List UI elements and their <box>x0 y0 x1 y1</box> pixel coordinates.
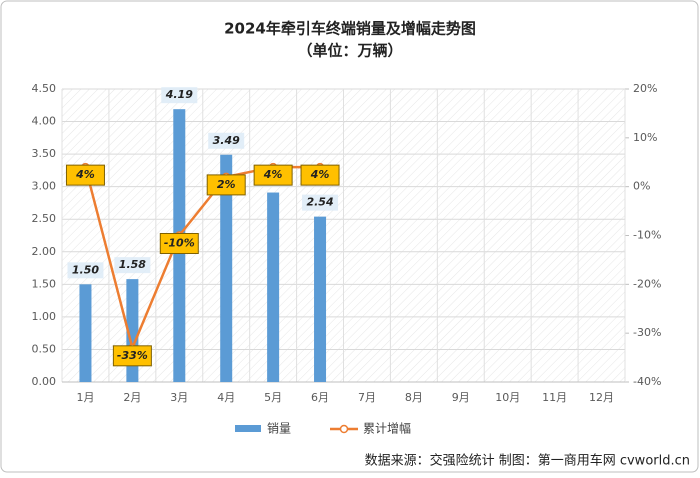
bar-label-bg <box>302 194 339 211</box>
y2-tick-label: 10% <box>633 131 657 144</box>
y-tick-label: 1.50 <box>32 277 57 290</box>
y2-tick-label: 20% <box>633 82 657 95</box>
y-tick-label: 0.50 <box>32 342 57 355</box>
bar-label-bg <box>208 132 245 149</box>
x-tick-label: 2月 <box>123 391 141 404</box>
x-tick-label: 6月 <box>311 391 329 404</box>
line-label: -33% <box>117 349 148 362</box>
x-tick-label: 3月 <box>170 391 188 404</box>
x-tick-label: 4月 <box>217 391 235 404</box>
bar <box>267 192 280 382</box>
y-tick-label: 3.50 <box>32 147 57 160</box>
x-tick-label: 7月 <box>358 391 376 404</box>
y-tick-label: 0.00 <box>32 375 57 388</box>
y2-tick-label: -40% <box>633 375 661 388</box>
line-label: 4% <box>310 168 330 181</box>
y-tick-label: 4.00 <box>32 115 57 128</box>
line-label: -10% <box>164 237 195 250</box>
line-label: 4% <box>75 168 95 181</box>
x-tick-label: 8月 <box>405 391 423 404</box>
bar-label: 1.50 <box>72 263 99 276</box>
line-label-bg <box>206 174 246 196</box>
source: 数据来源：交强险统计 制图：第一商用车网 cvworld.cn <box>365 453 690 469</box>
line-label-bg <box>300 164 340 186</box>
x-tick-label: 9月 <box>452 391 470 404</box>
legend-marker <box>339 424 349 434</box>
x-tick-label: 1月 <box>76 391 94 404</box>
legend-swatch <box>235 425 261 432</box>
chart-title: 2024年牵引车终端销量及增幅走势图 <box>224 20 476 38</box>
legend-label: 销量 <box>267 422 291 436</box>
y2-tick-label: -10% <box>633 229 661 242</box>
y-tick-label: 2.50 <box>32 212 57 225</box>
chart-subtitle: （单位：万辆） <box>297 42 402 60</box>
bar-label-bg <box>114 257 151 274</box>
x-tick-label: 11月 <box>542 391 567 404</box>
x-tick-label: 5月 <box>264 391 282 404</box>
bar-label: 2.54 <box>306 196 333 209</box>
bar-label: 1.58 <box>119 258 146 271</box>
legend-label: 累计增幅 <box>363 421 411 436</box>
bar <box>79 284 92 382</box>
y2-tick-label: 0% <box>633 180 650 193</box>
x-tick-label: 12月 <box>589 391 614 404</box>
line-label-bg <box>159 233 199 254</box>
bar-label: 4.19 <box>165 88 193 101</box>
bar-label-bg <box>67 262 104 279</box>
y-tick-label: 3.00 <box>32 180 57 193</box>
y2-tick-label: -20% <box>633 277 661 290</box>
y-tick-label: 2.00 <box>32 245 57 258</box>
y-tick-label: 1.00 <box>32 310 57 323</box>
line-label-bg <box>253 164 293 186</box>
bar <box>314 216 327 382</box>
y-tick-label: 4.50 <box>32 82 57 95</box>
line-label-bg <box>112 345 152 367</box>
bar-label-bg <box>161 87 198 104</box>
bar-label: 3.49 <box>213 134 240 147</box>
y2-tick-label: -30% <box>633 326 661 339</box>
line-label-bg <box>65 164 105 186</box>
line-label: 2% <box>217 178 236 191</box>
line-label: 4% <box>263 168 283 181</box>
bar <box>220 154 233 382</box>
x-tick-label: 10月 <box>495 391 520 404</box>
